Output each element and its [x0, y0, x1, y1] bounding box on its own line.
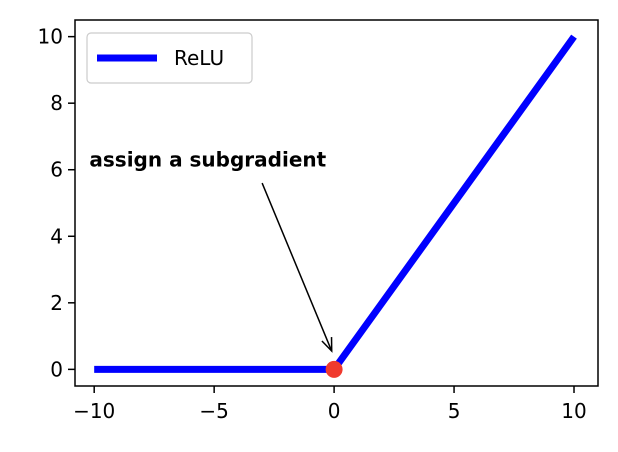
y-tick-label: 6 — [50, 158, 63, 182]
y-tick-label: 0 — [50, 357, 63, 381]
x-tick-label: 10 — [561, 399, 586, 423]
x-tick-label: −5 — [199, 399, 228, 423]
y-tick-label: 4 — [50, 224, 63, 248]
subgradient-point — [325, 360, 343, 378]
annotation-arrow-head — [321, 337, 333, 353]
y-tick-label: 2 — [50, 291, 63, 315]
annotation-arrow-shaft — [261, 182, 333, 352]
annotation: assign a subgradient — [89, 147, 333, 353]
x-tick-label: −10 — [73, 399, 115, 423]
x-tick-label: 5 — [448, 399, 461, 423]
plot-frame — [74, 19, 599, 387]
plot-series — [94, 34, 577, 378]
x-axis: −10 −5 0 5 10 — [73, 386, 587, 423]
x-tick-label: 0 — [328, 399, 341, 423]
legend: ReLU — [86, 32, 253, 84]
legend-box — [86, 32, 253, 84]
y-axis: 0 2 4 6 8 10 — [38, 25, 75, 381]
y-tick-label: 10 — [38, 25, 63, 49]
annotation-text: assign a subgradient — [89, 147, 326, 171]
y-tick-label: 8 — [50, 91, 63, 115]
legend-label: ReLU — [174, 46, 224, 70]
